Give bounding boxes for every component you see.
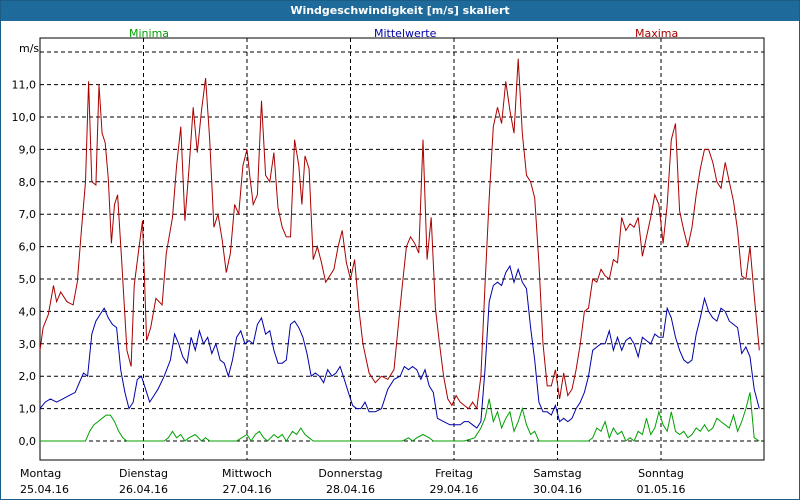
series-maxima (39, 58, 760, 411)
y-tick-label: 11,0 (12, 79, 37, 92)
series-lines (39, 58, 760, 442)
x-day-label: Donnerstag (318, 467, 382, 480)
window-title: Windgeschwindigkeit [m/s] skaliert (1, 1, 799, 21)
y-tick-label: 10,0 (12, 111, 37, 124)
x-tick-labels: Montag 25.04.16 Dienstag 26.04.16 Mittwoch 27… (20, 467, 685, 496)
grid-lines (40, 38, 764, 460)
x-day-label: Mittwoch (222, 467, 272, 480)
y-tick-label: 9,0 (19, 143, 37, 156)
x-day-label: Dienstag (119, 467, 168, 480)
x-date-label: 28.04.16 (326, 483, 375, 496)
y-tick-label: 7,0 (19, 208, 37, 221)
y-tick-label: 3,0 (19, 338, 37, 351)
y-tick-label: 2,0 (19, 370, 37, 383)
x-day-label: Samstag (533, 467, 581, 480)
y-axis-unit: m/s (19, 42, 40, 55)
series-minima (40, 392, 760, 442)
x-date-label: 25.04.16 (20, 483, 69, 496)
y-tick-label: 8,0 (19, 176, 37, 189)
x-day-label: Montag (20, 467, 61, 480)
x-date-label: 01.05.16 (637, 483, 686, 496)
legend-minima: Minima (129, 27, 170, 40)
y-tick-labels: 0,0 1,0 2,0 3,0 4,0 5,0 6,0 7,0 8,0 9,0 10,0 11,0 (12, 79, 37, 448)
legend-mittelwerte: Mittelwerte (374, 27, 437, 40)
legend-maxima: Maxima (635, 27, 679, 40)
y-tick-label: 0,0 (19, 435, 37, 448)
x-day-label: Sonntag (638, 467, 684, 480)
y-tick-label: 5,0 (19, 273, 37, 286)
series-mittelwerte (39, 264, 760, 429)
x-date-label: 27.04.16 (223, 483, 272, 496)
y-tick-label: 6,0 (19, 241, 37, 254)
y-tick-label: 4,0 (19, 305, 37, 318)
y-tick-label: 1,0 (19, 403, 37, 416)
x-date-label: 26.04.16 (119, 483, 168, 496)
x-day-label: Freitag (435, 467, 473, 480)
plot-frame (39, 37, 765, 461)
x-date-label: 29.04.16 (430, 483, 479, 496)
x-date-label: 30.04.16 (533, 483, 582, 496)
